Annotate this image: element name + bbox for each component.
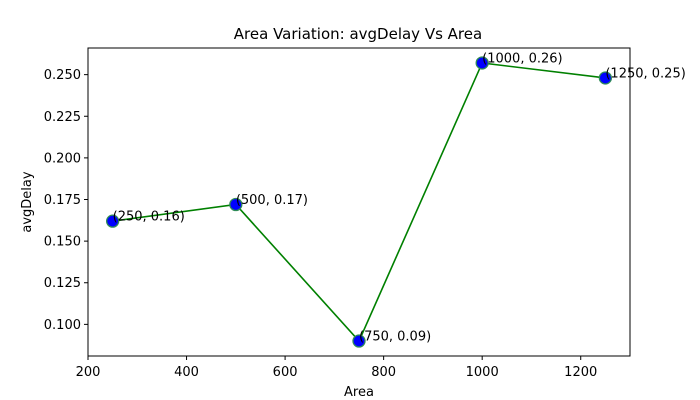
y-tick-label: 0.175 [44,193,81,208]
data-label: (1000, 0.26) [482,51,562,66]
data-label: (250, 0.16) [113,210,185,225]
plot-frame [87,47,631,357]
y-tick-label: 0.125 [44,276,81,291]
x-tick-label: 1200 [564,365,597,380]
data-label: (750, 0.09) [359,330,431,345]
y-tick-label: 0.250 [44,68,81,83]
plot-axes [87,47,631,357]
data-label: (1250, 0.25) [605,66,685,81]
data-point [475,56,489,70]
data-label: (500, 0.17) [236,193,308,208]
x-tick-label: 400 [174,365,199,380]
x-tick-label: 1000 [466,365,499,380]
chart-title: Area Variation: avgDelay Vs Area [234,25,482,43]
y-tick-label: 0.225 [44,110,81,125]
x-axis-label: Area [344,385,374,400]
series-avgdelay [105,56,613,348]
x-tick-label: 200 [76,365,101,380]
y-tick-label: 0.200 [44,151,81,166]
y-tick-label: 0.100 [44,318,81,333]
data-point [352,334,366,348]
data-point [229,197,243,212]
x-tick-label: 600 [273,365,298,380]
y-tick-label: 0.150 [44,235,81,250]
series-line [112,62,606,343]
y-axis-label: avgDelay [20,171,35,232]
x-tick-label: 800 [371,365,396,380]
data-point [105,214,120,228]
y-axis: 0.100 0.125 0.150 0.175 0.200 0.225 0.250 [44,68,88,333]
data-point [598,71,613,85]
data-labels: (250, 0.16) (500, 0.17) (750, 0.09) (1000, … [113,51,686,344]
x-axis: 200 400 600 800 1000 1200 [76,356,597,380]
